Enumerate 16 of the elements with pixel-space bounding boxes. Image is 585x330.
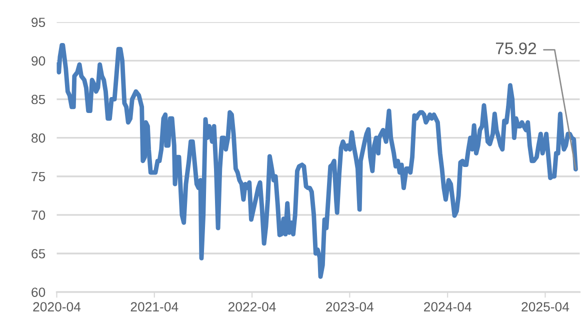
x-tick-label: 2024-04 [424, 302, 472, 312]
x-tick-label: 2020-04 [33, 302, 81, 312]
x-tick-label: 2025-04 [522, 302, 570, 312]
y-tick-label: 90 [32, 56, 46, 66]
x-tick-label: 2023-04 [326, 302, 374, 312]
line-series [56, 43, 578, 279]
y-tick-label: 75 [32, 172, 46, 182]
y-tick-label: 80 [32, 133, 46, 143]
x-tick-label: 2021-04 [130, 302, 178, 312]
y-tick-label: 65 [32, 249, 46, 258]
x-tick-label: 2022-04 [228, 302, 276, 312]
y-tick-label: 60 [32, 288, 46, 297]
y-tick-label: 95 [32, 18, 46, 28]
y-tick-label: 85 [32, 94, 46, 104]
annotation: 75.92 [496, 42, 536, 54]
y-tick-label: 70 [32, 210, 46, 220]
